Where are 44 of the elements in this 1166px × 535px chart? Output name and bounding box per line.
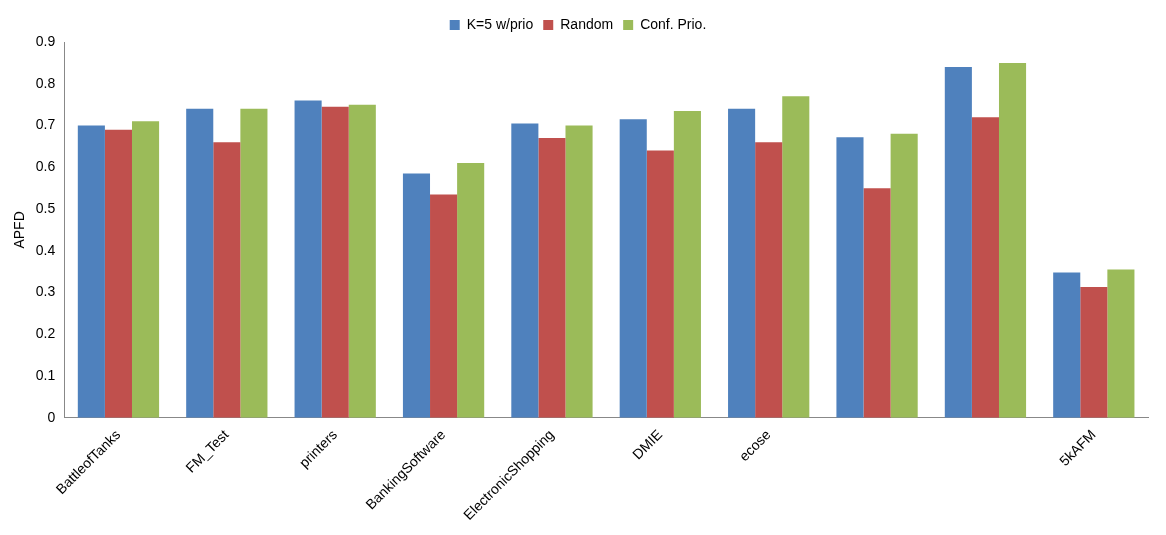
bar	[402, 173, 431, 418]
bar	[673, 110, 701, 418]
y-tick-label: 0.8	[35, 74, 56, 91]
bar	[457, 163, 485, 418]
bar	[755, 142, 783, 418]
legend-label: K=5 w/prio	[466, 15, 534, 32]
y-tick-label: 0.5	[35, 199, 56, 216]
bar	[213, 142, 241, 418]
y-tick-label: 0.2	[35, 325, 56, 342]
bar	[565, 125, 593, 418]
bar	[728, 108, 756, 418]
y-tick-label: 0.4	[35, 241, 56, 258]
bar	[998, 62, 1027, 418]
bar	[294, 100, 322, 418]
bar	[186, 108, 214, 418]
bar	[971, 117, 999, 418]
bar	[104, 129, 132, 418]
y-tick-label: 0.6	[35, 158, 56, 175]
y-tick-label: 0.9	[35, 32, 56, 49]
y-tick-label: 0.7	[35, 116, 56, 133]
bar	[944, 67, 972, 418]
bar	[646, 150, 674, 418]
y-tick-label: 0.1	[35, 366, 56, 383]
legend-label: Random	[560, 15, 614, 32]
y-tick-label: 0	[47, 408, 56, 425]
bar	[836, 137, 864, 418]
bar	[538, 138, 566, 418]
bar	[77, 125, 105, 418]
y-axis-title: APFD	[11, 211, 28, 249]
legend-label: Conf. Prio.	[640, 15, 707, 32]
bar	[430, 194, 458, 418]
bar	[619, 119, 647, 418]
bar	[1107, 269, 1135, 418]
bar	[321, 106, 349, 418]
bar	[348, 104, 376, 418]
bar	[782, 96, 810, 418]
y-tick-label: 0.3	[35, 283, 56, 300]
bar	[890, 133, 918, 418]
bar	[863, 188, 891, 418]
bar	[240, 108, 268, 418]
bar	[132, 121, 160, 418]
bar	[1053, 272, 1081, 418]
bar	[1080, 287, 1108, 418]
bar	[511, 123, 539, 418]
